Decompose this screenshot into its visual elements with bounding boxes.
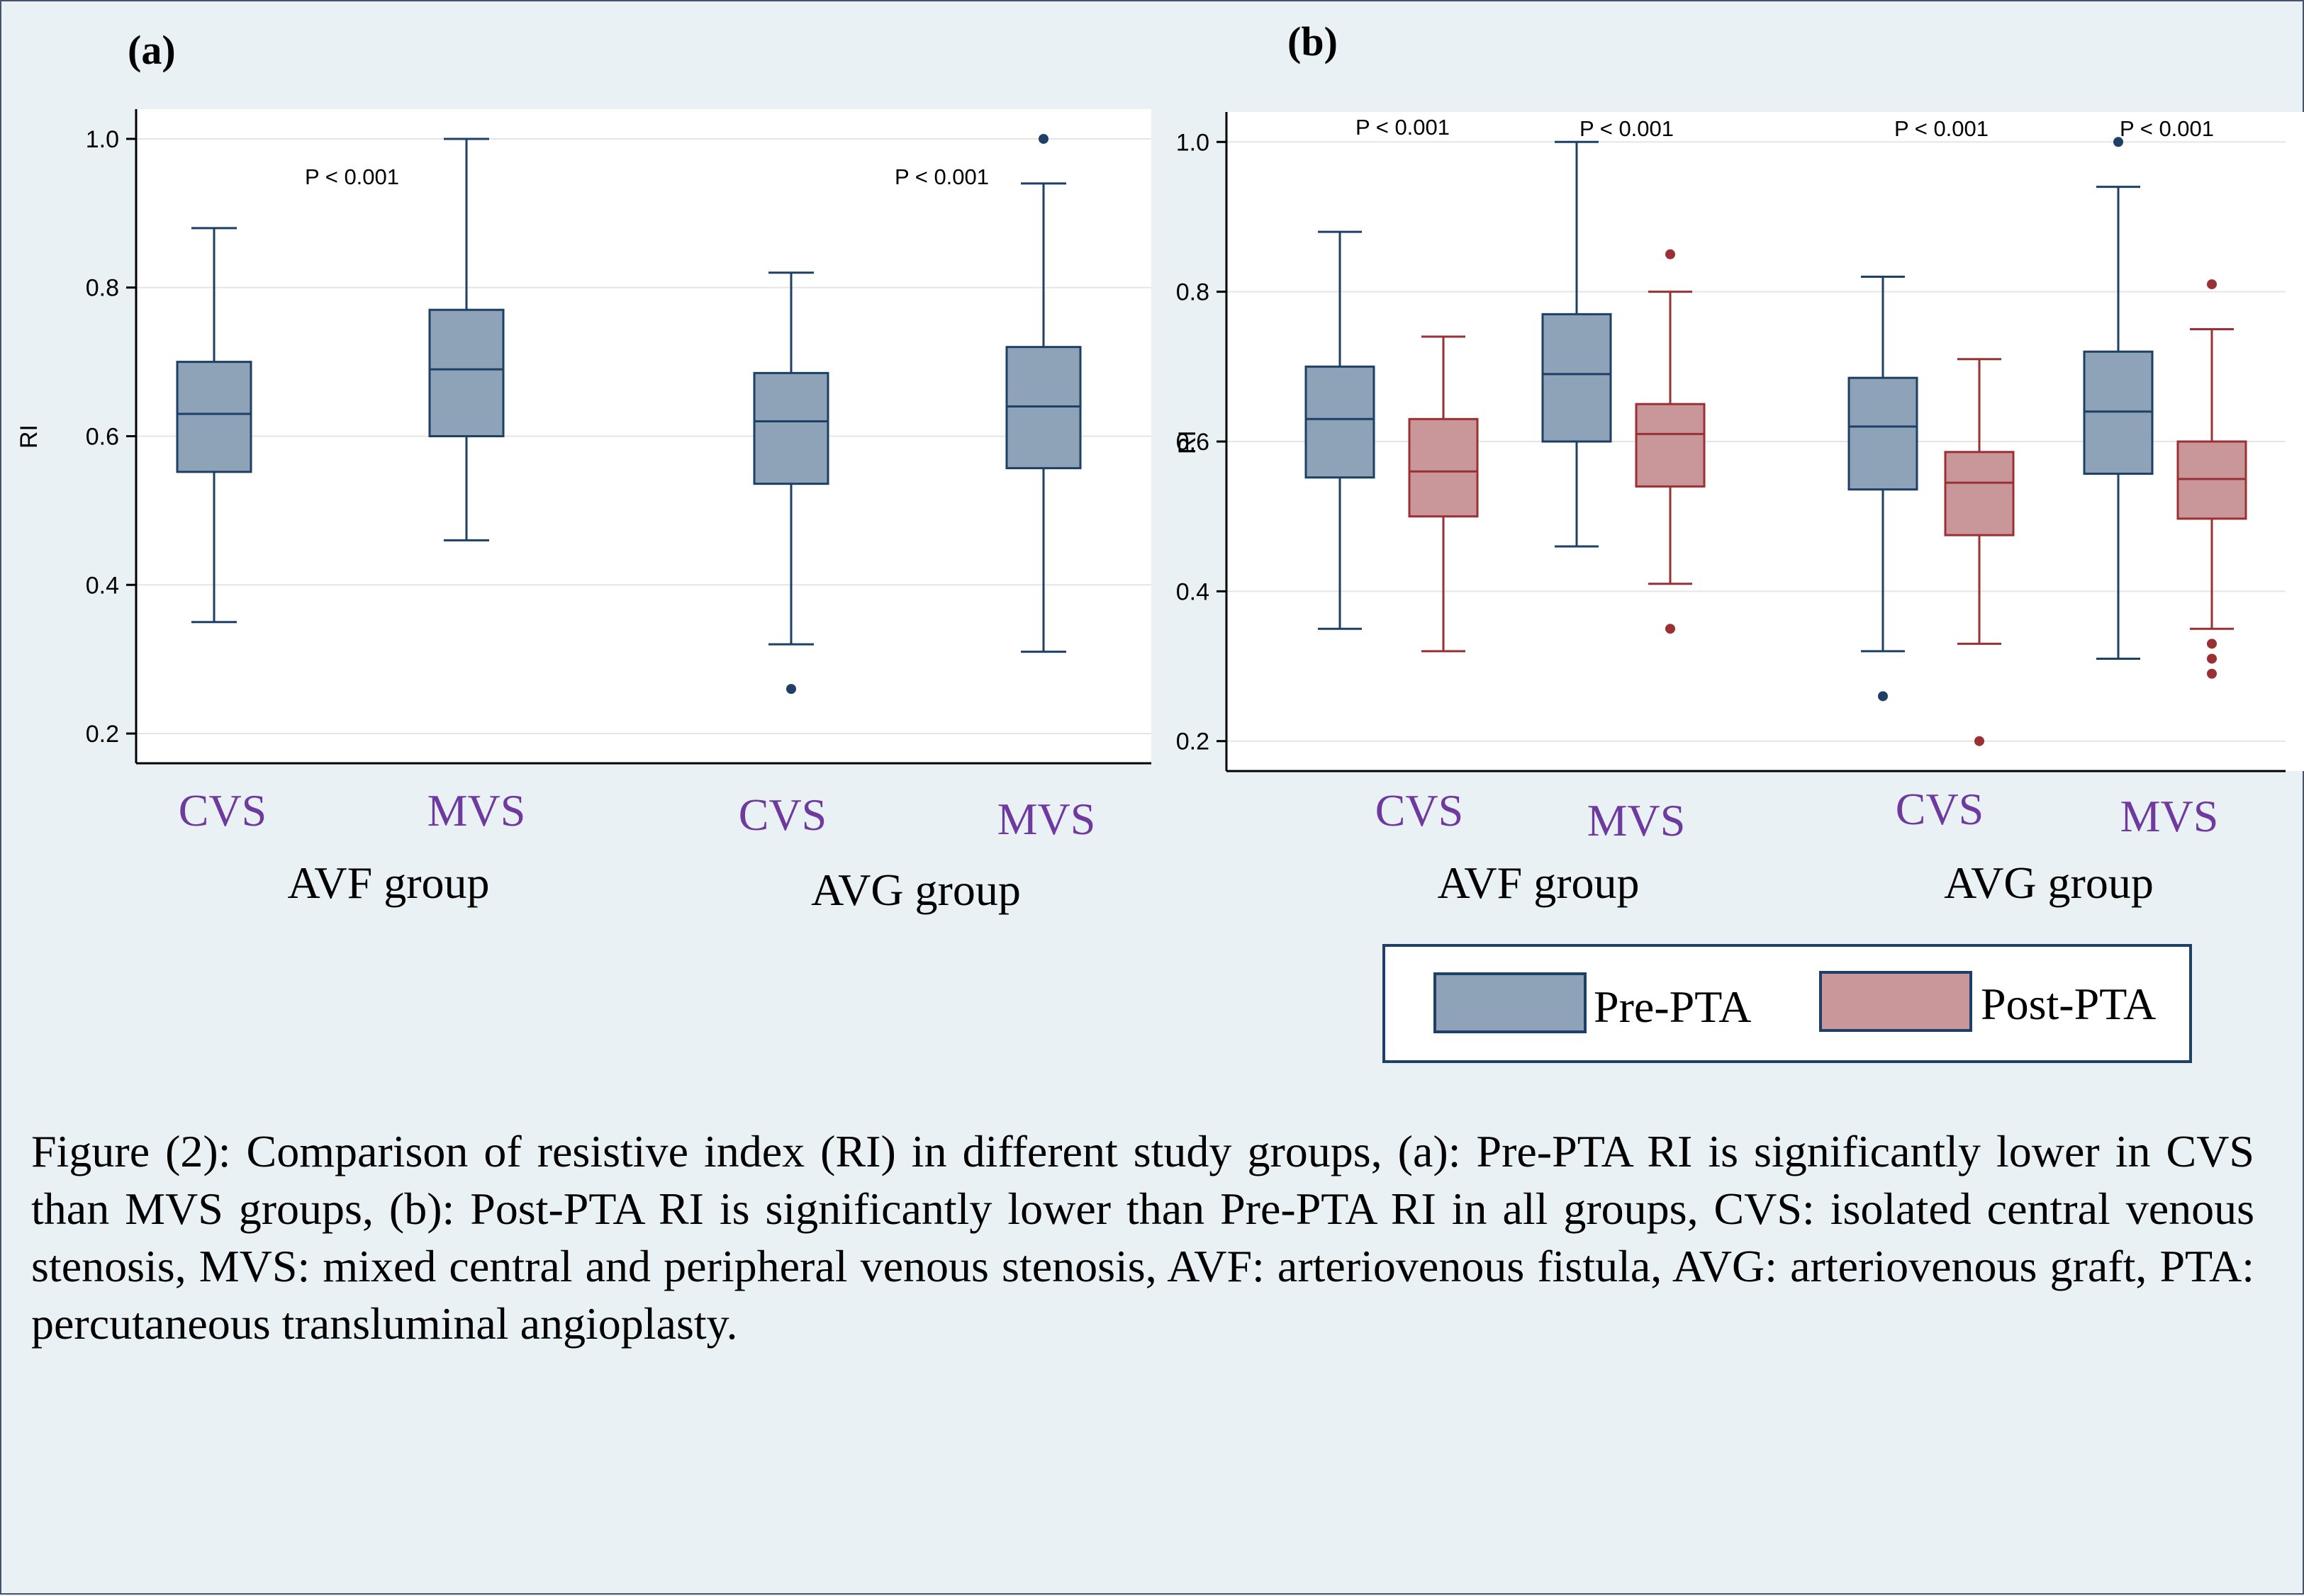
iqr-box: [1304, 365, 1375, 479]
panel-b-label: (b): [1287, 18, 1338, 64]
panel-b-pvalue-avf-mvs: P < 0.001: [1579, 116, 1674, 141]
panel-b-pvalue-avg-cvs: P < 0.001: [1894, 116, 1989, 141]
box-cvs-pre: [1304, 230, 1375, 630]
box-mvs-pre: [1541, 140, 1612, 548]
iqr-box: [1541, 313, 1612, 443]
outlier-point: [2207, 653, 2217, 664]
box-mvs-post: [1635, 249, 1706, 634]
outlier-point: [1039, 133, 1048, 144]
box-mvs-pre: [1005, 133, 1082, 653]
panel-b-group-label-avf: AVF group: [1437, 858, 1639, 908]
outlier-point: [1665, 624, 1675, 634]
panel-b-x-cat-mvs-avf: MVS: [1587, 795, 1686, 845]
y-tick-label: 1.0: [1176, 129, 1209, 156]
panel-a-group-label-avg: AVG group: [811, 865, 1021, 915]
y-tick-label: 1.0: [86, 126, 119, 153]
legend-swatch-post: [1819, 971, 1972, 1032]
iqr-box: [1635, 403, 1706, 488]
iqr-box: [176, 361, 252, 473]
panel-b: (b) 0.2 0.4 0.6 0.8 1.0 RI P < 0.001 P < 0.0…: [1174, 18, 2304, 1063]
legend-label-post: Post-PTA: [1981, 979, 2156, 1029]
outlier-point: [1974, 736, 1984, 746]
box-cvs-pre: [1847, 276, 1918, 702]
panel-b-boxes: [1304, 137, 2247, 746]
y-tick-label: 0.8: [1176, 279, 1209, 306]
panel-a-y-label: RI: [16, 425, 43, 449]
panel-b-pvalue-avf-cvs: P < 0.001: [1355, 115, 1450, 140]
iqr-box: [753, 371, 829, 485]
panel-a-label: (a): [128, 27, 176, 73]
legend-label-pre: Pre-PTA: [1594, 982, 1751, 1032]
y-tick-label: 0.8: [86, 275, 119, 302]
iqr-box: [2176, 440, 2247, 520]
panel-a-pvalue-avg: P < 0.001: [895, 164, 989, 189]
outlier-point: [2113, 137, 2123, 147]
iqr-box: [2083, 350, 2154, 475]
panel-b-y-label: RI: [1174, 430, 1201, 454]
panel-a-x-cat-cvs-avg: CVS: [739, 789, 827, 840]
iqr-box: [1944, 451, 2015, 536]
panel-b-x-cat-mvs-avg: MVS: [2120, 791, 2219, 841]
y-tick-label: 0.4: [86, 572, 119, 599]
legend-swatch-pre: [1433, 972, 1587, 1033]
y-tick-label: 0.2: [86, 721, 119, 748]
panel-a-grid: [136, 137, 1151, 735]
panel-a: (a) 0.2 0.4 0.6 0.8 1.0 RI P < 0.001 P < 0.0…: [16, 27, 1151, 915]
figure-caption: Figure (2): Comparison of resistive inde…: [31, 1126, 2254, 1349]
panel-b-pvalue-avg-mvs: P < 0.001: [2120, 116, 2214, 141]
panel-b-y-ticks: 0.2 0.4 0.6 0.8 1.0: [1176, 129, 1226, 755]
outlier-point: [1878, 691, 1888, 702]
box-cvs-post: [1408, 335, 1479, 653]
box-cvs-pre: [176, 227, 252, 624]
y-tick-label: 0.6: [86, 424, 119, 451]
panel-a-pvalue-avf: P < 0.001: [305, 164, 399, 189]
box-cvs-post: [1944, 358, 2015, 746]
panel-b-grid: [1226, 141, 2286, 742]
panel-a-group-label-avf: AVF group: [287, 858, 489, 908]
outlier-point: [1665, 249, 1675, 259]
iqr-box: [1408, 417, 1479, 518]
legend: Pre-PTA Post-PTA: [1382, 944, 2192, 1063]
panel-a-x-cat-cvs-avf: CVS: [179, 785, 267, 836]
panel-b-x-cat-cvs-avg: CVS: [1896, 784, 1984, 834]
box-mvs-pre: [2083, 137, 2154, 660]
panel-a-y-ticks: 0.2 0.4 0.6 0.8 1.0: [86, 126, 136, 748]
iqr-box: [1005, 346, 1082, 470]
box-mvs-post: [2176, 279, 2247, 679]
outlier-point: [2207, 668, 2217, 679]
panel-a-x-cat-mvs-avg: MVS: [997, 794, 1096, 844]
iqr-box: [428, 308, 505, 437]
y-tick-label: 0.2: [1176, 729, 1209, 755]
box-cvs-pre: [753, 271, 829, 695]
panel-b-group-label-avg: AVG group: [1944, 858, 2154, 908]
outlier-point: [2207, 279, 2217, 290]
outlier-point: [786, 684, 796, 695]
y-tick-label: 0.4: [1176, 578, 1209, 605]
panel-a-x-cat-mvs-avf: MVS: [427, 785, 526, 836]
y-tick-label: 0.6: [1176, 429, 1209, 456]
panel-a-boxes: [176, 133, 1082, 695]
iqr-box: [1847, 376, 1918, 491]
box-mvs-pre: [428, 137, 505, 541]
outlier-point: [2207, 639, 2217, 649]
panel-b-x-cat-cvs-avf: CVS: [1375, 785, 1464, 836]
